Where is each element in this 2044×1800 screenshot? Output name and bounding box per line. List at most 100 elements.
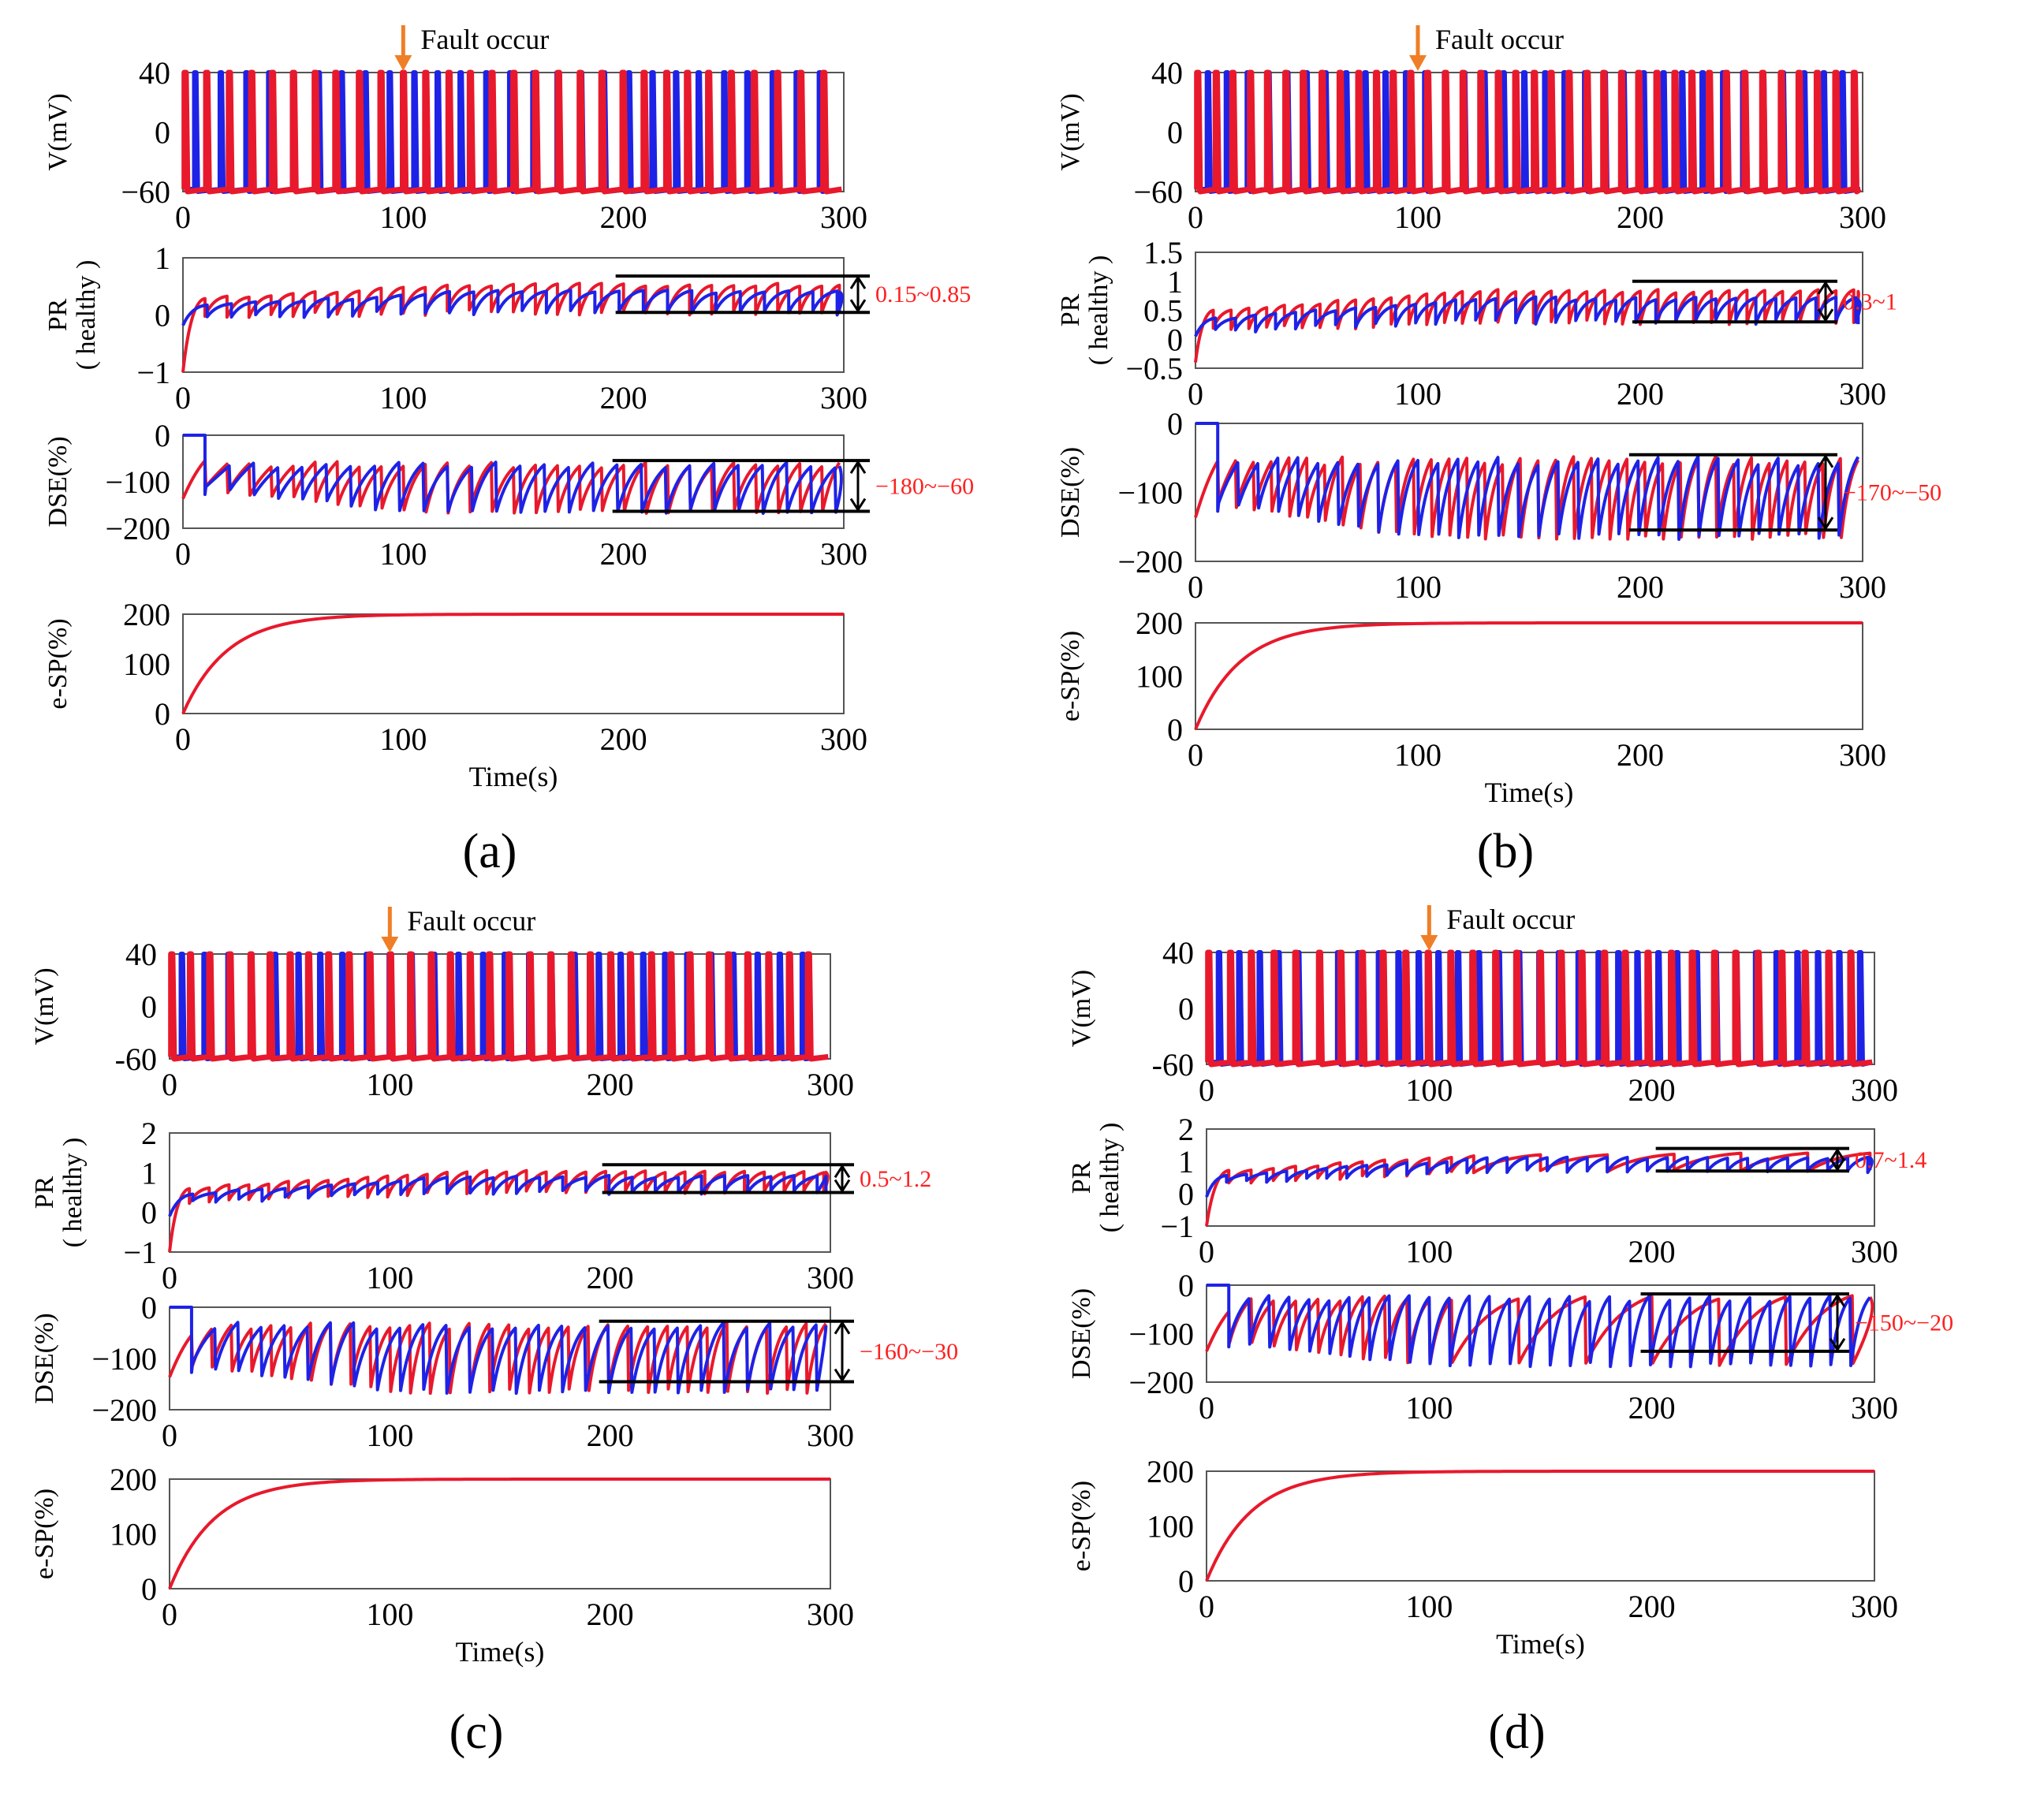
- x-tick-label: 200: [587, 1067, 634, 1102]
- x-tick-label: 100: [1405, 1390, 1453, 1425]
- band-arrowhead-bottom: [834, 1368, 851, 1383]
- fault-arrowhead: [1409, 55, 1427, 71]
- x-tick-label: 200: [1628, 1234, 1676, 1269]
- x-tick-label: 200: [1628, 1390, 1676, 1425]
- y-tick-label: 0: [141, 1290, 157, 1325]
- x-tick-label: 0: [1188, 569, 1203, 605]
- plot-frame: [169, 1478, 831, 1589]
- y-tick-label: 0: [1167, 322, 1183, 357]
- esp-series: [1194, 621, 1863, 730]
- v-series-red: [168, 951, 829, 1062]
- band-arrowhead-bottom: [849, 299, 867, 313]
- y-tick-label: 0: [1167, 406, 1183, 442]
- band-arrowhead-top: [834, 1320, 851, 1335]
- y-tick-label: 0: [155, 298, 170, 334]
- panel-label: (d): [1488, 1705, 1545, 1759]
- y-tick-label: −100: [91, 1341, 157, 1377]
- fault-label: Fault occur: [1446, 904, 1575, 935]
- y-tick-label: −200: [1128, 1365, 1194, 1400]
- x-tick-label: 200: [587, 1597, 634, 1632]
- band-arrowhead-bottom: [1829, 1157, 1846, 1172]
- x-tick-label: 100: [379, 380, 427, 416]
- y-tick-label: −60: [1133, 174, 1183, 210]
- pr-series-red: [181, 281, 841, 373]
- x-tick-label: 300: [1839, 737, 1886, 773]
- dse-series-red: [168, 1321, 827, 1396]
- y-axis-label: ( healthy ): [1095, 1123, 1125, 1233]
- y-tick-label: 200: [1136, 606, 1183, 641]
- band-label: 0.5~1.2: [860, 1166, 931, 1192]
- y-tick-label: 2: [141, 1116, 157, 1151]
- v-series-red: [181, 69, 842, 195]
- band-arrowhead-bottom: [1817, 516, 1834, 531]
- y-tick-label: −60: [121, 174, 170, 210]
- y-tick-label: −1: [123, 1235, 157, 1270]
- x-axis-label: Time(s): [1485, 777, 1574, 808]
- plot-frame: [1195, 622, 1863, 730]
- y-tick-label: −200: [105, 511, 170, 546]
- x-tick-label: 200: [1628, 1589, 1676, 1624]
- y-tick-label: 0: [155, 418, 170, 453]
- y-axis-label: DSE(%): [1056, 447, 1085, 538]
- x-tick-label: 300: [1839, 199, 1886, 235]
- y-tick-label: −200: [91, 1392, 157, 1428]
- y-tick-label: 1: [141, 1155, 157, 1191]
- y-tick-label: 1: [1178, 1144, 1194, 1180]
- pr-series-red: [168, 1168, 830, 1253]
- x-tick-label: 300: [1851, 1234, 1898, 1269]
- x-tick-label: 200: [1617, 569, 1664, 605]
- plot-frame: [1206, 1128, 1875, 1227]
- x-tick-label: 0: [162, 1260, 177, 1295]
- fault-label: Fault occur: [420, 24, 549, 55]
- y-tick-label: −1: [136, 355, 170, 390]
- fault-arrowhead: [381, 937, 399, 952]
- y-tick-label: −100: [1128, 1317, 1194, 1352]
- esp-series: [1205, 1470, 1874, 1582]
- x-tick-label: 300: [807, 1597, 854, 1632]
- y-axis-label: PR: [1067, 1161, 1096, 1194]
- y-tick-label: 100: [1147, 1509, 1194, 1545]
- x-tick-label: 300: [807, 1418, 854, 1453]
- y-tick-label: 100: [123, 647, 170, 682]
- y-tick-label: 0: [155, 115, 170, 151]
- x-tick-label: 300: [1839, 376, 1886, 412]
- band-label: −150~−20: [1855, 1310, 1953, 1336]
- y-tick-label: -60: [115, 1042, 157, 1077]
- x-tick-label: 300: [820, 721, 867, 757]
- x-tick-label: 300: [1851, 1589, 1898, 1624]
- band-label: −170~−50: [1843, 480, 1941, 506]
- pr-series-blue: [181, 289, 844, 326]
- x-tick-label: 0: [175, 380, 191, 416]
- x-tick-label: 300: [1851, 1072, 1898, 1108]
- x-tick-label: 100: [366, 1067, 413, 1102]
- x-tick-label: 300: [807, 1067, 854, 1102]
- y-axis-label: V(mV): [30, 967, 59, 1045]
- band-arrowhead-top: [834, 1164, 851, 1179]
- y-tick-label: 0.5: [1143, 293, 1183, 329]
- band-arrowhead-top: [1817, 453, 1834, 468]
- band-label: 0.7~1.4: [1855, 1147, 1927, 1173]
- x-tick-label: 300: [1851, 1390, 1898, 1425]
- y-tick-label: -60: [1152, 1047, 1194, 1083]
- x-tick-label: 300: [820, 380, 867, 416]
- x-tick-label: 0: [162, 1418, 177, 1453]
- y-tick-label: 40: [1162, 935, 1194, 971]
- y-axis-label: ( healthy ): [58, 1138, 88, 1248]
- v-series-red: [1205, 949, 1873, 1068]
- y-tick-label: 200: [110, 1462, 157, 1497]
- x-tick-label: 0: [162, 1067, 177, 1102]
- plot-frame: [182, 257, 845, 373]
- band-arrowhead-bottom: [834, 1179, 851, 1194]
- y-axis-label: PR: [1056, 293, 1085, 326]
- band-label: −180~−60: [875, 473, 974, 499]
- x-tick-label: 300: [1839, 569, 1886, 605]
- y-axis-label: V(mV): [1067, 970, 1096, 1047]
- dse-series-blue: [1207, 1284, 1871, 1369]
- x-tick-label: 200: [1617, 199, 1664, 235]
- y-tick-label: 1.5: [1143, 235, 1183, 270]
